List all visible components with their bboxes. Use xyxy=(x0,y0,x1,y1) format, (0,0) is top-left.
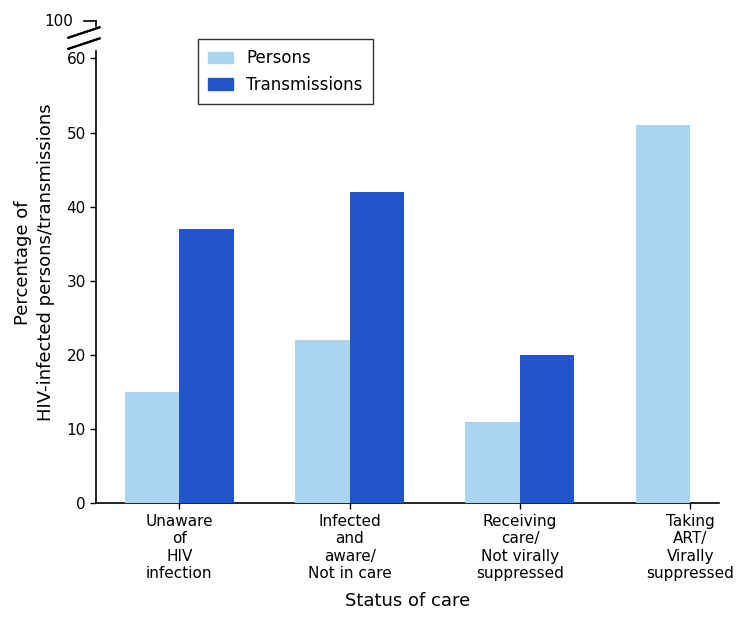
Bar xyxy=(65,27,103,49)
Bar xyxy=(466,422,520,504)
X-axis label: Status of care: Status of care xyxy=(345,592,470,610)
Bar xyxy=(350,192,404,504)
Bar xyxy=(295,340,350,504)
Bar xyxy=(636,125,690,504)
Legend: Persons, Transmissions: Persons, Transmissions xyxy=(198,39,373,104)
Bar xyxy=(124,392,179,504)
Text: 100: 100 xyxy=(45,14,74,29)
Bar xyxy=(179,229,234,504)
Bar xyxy=(520,355,574,504)
Y-axis label: Percentage of
HIV-infected persons/transmissions: Percentage of HIV-infected persons/trans… xyxy=(14,104,55,421)
